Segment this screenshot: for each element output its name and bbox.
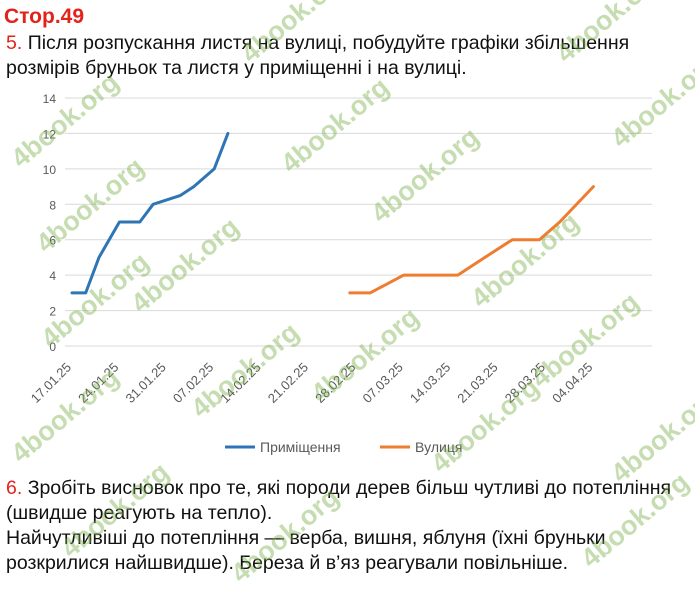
answer-text: Найчутливіші до потепління — верба, вишн… (6, 527, 606, 574)
legend-label-1: Вулиця (415, 439, 462, 455)
x-tick-label: 07.02.25 (170, 360, 216, 406)
y-tick-label: 10 (43, 163, 57, 177)
x-tick-label: 04.04.25 (549, 360, 595, 406)
x-axis-ticks: 17.01.25 24.01.25 31.01.25 07.02.25 14.02.25… (28, 360, 596, 406)
y-tick-label: 14 (43, 92, 57, 106)
y-tick-label: 0 (49, 340, 56, 354)
x-tick-label: 07.03.25 (360, 360, 406, 406)
chart-legend: Приміщення Вулиця (225, 439, 462, 455)
series-line-0 (70, 131, 230, 295)
x-tick-label: 24.01.25 (75, 360, 121, 406)
x-tick-label: 17.01.25 (28, 360, 74, 406)
x-tick-label: 14.03.25 (407, 360, 453, 406)
task-6-text: Зробіть висновок про те, які породи дере… (6, 477, 672, 524)
x-tick-label: 28.03.25 (502, 360, 548, 406)
chart-gridlines (65, 97, 652, 347)
legend-label-0: Приміщення (260, 439, 341, 455)
series-line-1 (348, 185, 595, 295)
y-tick-label: 12 (43, 127, 57, 141)
y-tick-label: 4 (49, 269, 56, 283)
y-axis-ticks: 0 2 4 6 8 10 12 14 (43, 92, 57, 354)
page-number: Стор.49 (4, 5, 85, 28)
x-tick-label: 28.02.25 (312, 360, 358, 406)
x-tick-label: 14.02.25 (217, 360, 263, 406)
y-tick-label: 6 (49, 234, 56, 248)
task-5: 5. Після розпускання листя на вулиці, по… (6, 31, 695, 81)
y-tick-label: 2 (49, 305, 56, 319)
x-tick-label: 21.03.25 (454, 360, 500, 406)
x-tick-label: 21.02.25 (265, 360, 311, 406)
task-6-number: 6. (6, 477, 23, 499)
task-6: 6. Зробіть висновок про те, які породи д… (6, 476, 695, 526)
task-5-number: 5. (6, 32, 23, 54)
x-tick-label: 31.01.25 (123, 360, 169, 406)
y-tick-label: 8 (49, 198, 56, 212)
chart-series (70, 131, 595, 295)
task-5-text: Після розпускання листя на вулиці, побуд… (6, 32, 630, 79)
